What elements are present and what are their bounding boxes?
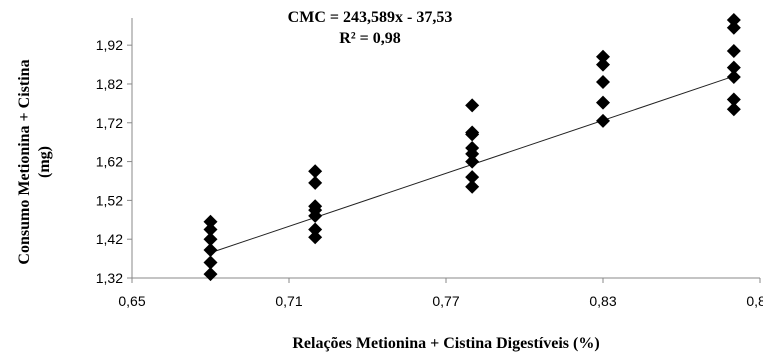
data-point — [726, 12, 741, 27]
data-point — [596, 49, 610, 64]
data-point — [308, 222, 323, 237]
data-point — [596, 95, 610, 110]
regression-equation: CMC = 243,589x - 37,53 — [288, 9, 453, 26]
data-point — [203, 243, 218, 258]
r-squared-label: R² = 0,98 — [339, 30, 400, 47]
x-axis-title: Relações Metionina + Cistina Digestíveis… — [292, 335, 599, 352]
data-points — [203, 12, 741, 282]
data-point — [308, 208, 323, 223]
y-axis-title: Consumo Metionina + Cistina — [16, 59, 33, 264]
data-point — [465, 154, 480, 169]
data-point — [203, 222, 218, 237]
data-point — [308, 230, 323, 245]
data-point — [465, 170, 480, 185]
data-point — [203, 214, 218, 229]
axes: 1,32 1,42 1,52 1,62 1,72 1,82 1,92 0,65 0,71 0,77… — [96, 18, 763, 309]
data-point — [726, 60, 741, 75]
data-point — [465, 98, 480, 113]
data-point — [596, 75, 610, 90]
x-tick-label: 0,65 — [118, 293, 145, 309]
data-point — [308, 175, 323, 190]
data-point — [203, 255, 218, 270]
data-point — [203, 267, 218, 282]
data-point — [726, 20, 741, 35]
y-tick-label: 1,92 — [96, 37, 123, 53]
y-tick-label: 1,52 — [96, 192, 123, 208]
data-point — [465, 146, 480, 161]
x-tick-label: 0,89 — [746, 293, 763, 309]
y-axis-title-unit: (mg) — [36, 146, 53, 178]
x-tick-label: 0,77 — [432, 293, 459, 309]
data-point — [726, 69, 741, 84]
y-tick-label: 1,42 — [96, 231, 123, 247]
y-tick-label: 1,82 — [96, 76, 123, 92]
data-point — [308, 164, 323, 179]
data-point — [465, 127, 480, 142]
x-tick-label: 0,71 — [275, 293, 302, 309]
data-point — [596, 113, 610, 128]
x-tick-label: 0,83 — [589, 293, 616, 309]
data-point — [465, 179, 480, 194]
y-tick-label: 1,72 — [96, 115, 123, 131]
y-tick-label: 1,32 — [96, 270, 123, 286]
y-tick-label: 1,62 — [96, 154, 123, 170]
data-point — [596, 57, 610, 72]
data-point — [726, 92, 741, 107]
data-point — [726, 43, 741, 58]
data-point — [203, 232, 218, 247]
data-point — [726, 102, 741, 117]
